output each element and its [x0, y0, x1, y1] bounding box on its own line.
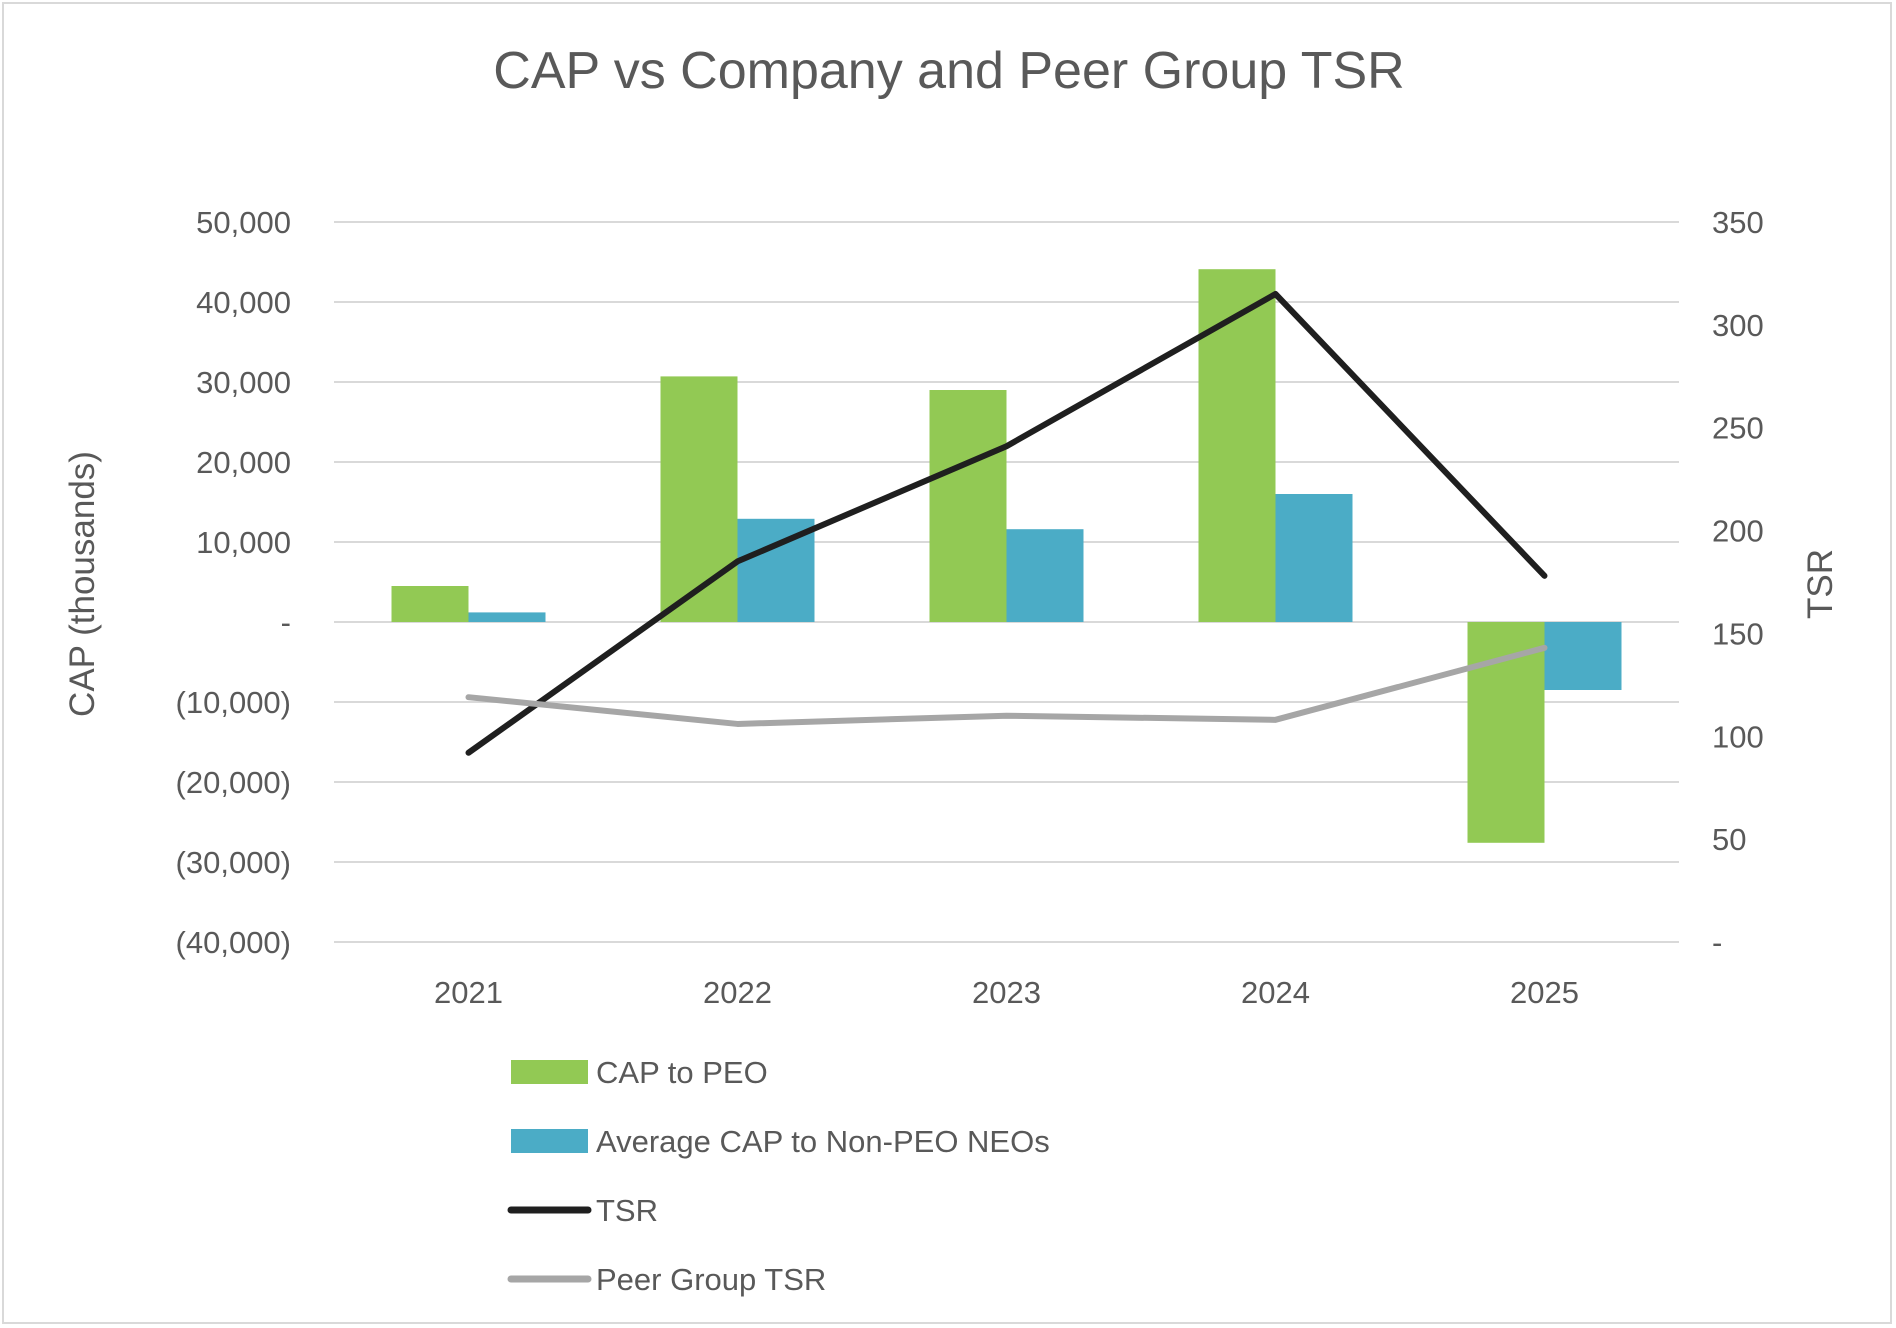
x-tick-label: 2021 [434, 975, 503, 1010]
bar-average-cap-to-non-peo-neos [468, 612, 546, 622]
chart-canvas: CAP vs Company and Peer Group TSR 50,000… [63, 42, 1840, 1297]
left-axis-title: CAP (thousands) [63, 451, 102, 717]
bar-average-cap-to-non-peo-neos [1275, 494, 1353, 622]
x-tick-label: 2024 [1241, 975, 1310, 1010]
bar-cap-to-peo [1198, 269, 1276, 622]
legend: CAP to PEO Average CAP to Non-PEO NEOs TSR… [507, 1055, 1050, 1297]
left-tick-label: 50,000 [196, 205, 291, 240]
left-axis-ticks: 50,000 40,000 30,000 20,000 10,000 - (10,000) (… [176, 205, 291, 960]
left-tick-label: (30,000) [176, 845, 291, 880]
right-tick-label: 100 [1712, 719, 1764, 754]
right-axis-ticks: 350 300 250 200 150 100 50 - [1712, 205, 1764, 960]
left-tick-label: - [281, 605, 291, 640]
left-tick-label: (20,000) [176, 765, 291, 800]
lines [465, 291, 1548, 756]
legend-swatch [511, 1060, 588, 1084]
legend-item: TSR [507, 1193, 658, 1228]
right-tick-label: 350 [1712, 205, 1764, 240]
legend-item: Peer Group TSR [507, 1262, 826, 1297]
x-axis-ticks: 2021 2022 2023 2024 2025 [434, 975, 1579, 1010]
x-tick-label: 2023 [972, 975, 1041, 1010]
chart-title: CAP vs Company and Peer Group TSR [493, 42, 1404, 100]
x-tick-label: 2025 [1510, 975, 1579, 1010]
legend-label: Peer Group TSR [596, 1262, 826, 1297]
right-tick-label: 50 [1712, 822, 1746, 857]
right-tick-label: - [1712, 925, 1722, 960]
x-tick-label: 2022 [703, 975, 772, 1010]
left-tick-label: 20,000 [196, 445, 291, 480]
legend-label: CAP to PEO [596, 1055, 768, 1090]
legend-label: Average CAP to Non-PEO NEOs [596, 1124, 1050, 1159]
bar-cap-to-peo [660, 376, 738, 622]
left-tick-label: 10,000 [196, 525, 291, 560]
line-peer-group-tsr [465, 644, 1548, 727]
left-tick-label: (40,000) [176, 925, 291, 960]
right-axis-title: TSR [1801, 549, 1840, 619]
left-tick-label: (10,000) [176, 685, 291, 720]
line-tsr [465, 291, 1548, 756]
legend-item: Average CAP to Non-PEO NEOs [511, 1124, 1050, 1159]
right-tick-label: 150 [1712, 616, 1764, 651]
left-tick-label: 40,000 [196, 285, 291, 320]
bar-average-cap-to-non-peo-neos [1006, 529, 1084, 622]
legend-swatch [511, 1129, 588, 1153]
bar-cap-to-peo [391, 586, 469, 622]
legend-label: TSR [596, 1193, 658, 1228]
bars [391, 269, 1622, 843]
legend-item: CAP to PEO [511, 1055, 768, 1090]
left-tick-label: 30,000 [196, 365, 291, 400]
bar-cap-to-peo [929, 390, 1007, 622]
right-tick-label: 250 [1712, 411, 1764, 446]
right-tick-label: 300 [1712, 308, 1764, 343]
bar-average-cap-to-non-peo-neos [1544, 622, 1622, 690]
right-tick-label: 200 [1712, 514, 1764, 549]
